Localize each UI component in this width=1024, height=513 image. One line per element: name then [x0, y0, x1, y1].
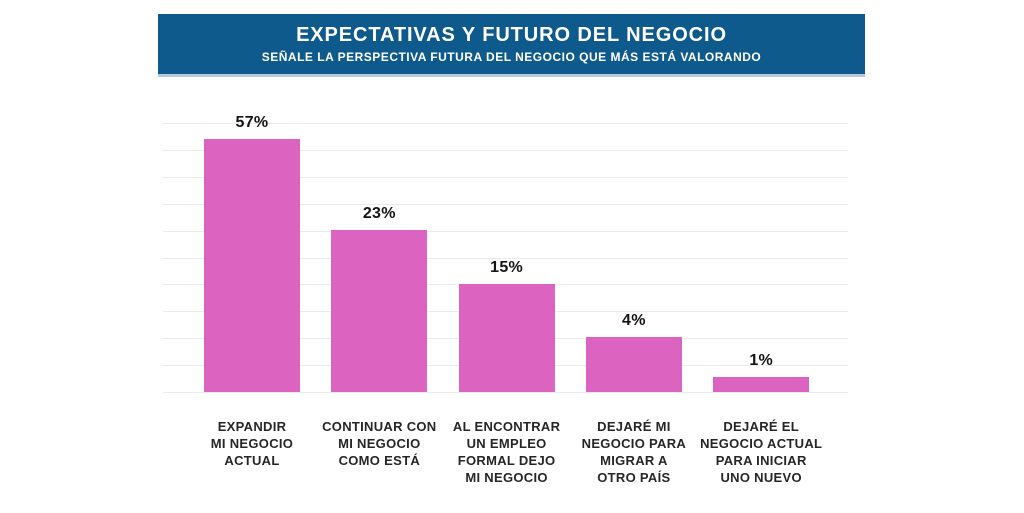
- bar-value-label-5: 1%: [749, 352, 774, 369]
- category-label-1: EXPANDIR MI NEGOCIO ACTUAL: [210, 419, 294, 468]
- category-label-4: DEJARÉ MI NEGOCIO PARA MIGRAR A OTRO PAÍ…: [581, 419, 687, 485]
- gridline: [163, 230, 848, 232]
- category-label-2: CONTINUAR CON MI NEGOCIO COMO ESTÁ: [322, 419, 437, 468]
- bar-4: [585, 337, 682, 392]
- bar-2: [331, 230, 428, 392]
- gridline: [163, 123, 848, 124]
- bar-value-label-3: 15%: [490, 259, 524, 276]
- bar-chart: 57% 23% 15% 4% 1%: [163, 100, 848, 393]
- bar-value-label-4: 4%: [622, 312, 646, 329]
- category-label-3: AL ENCONTRAR UN EMPLEO FORMAL DEJO MI NE…: [452, 419, 561, 485]
- gridline: [163, 176, 848, 178]
- bar-1: [204, 139, 300, 392]
- bar-value-label-1: 57%: [235, 114, 269, 131]
- gridline: [163, 203, 848, 205]
- gridline: [163, 257, 848, 259]
- bar-5: [713, 377, 810, 392]
- chart-subtitle: SEÑALE LA PERSPECTIVA FUTURA DEL NEGOCIO…: [261, 50, 762, 64]
- bar-value-label-2: 23%: [362, 205, 396, 222]
- gridline: [163, 149, 848, 151]
- gridline: [163, 392, 848, 393]
- category-label-5: DEJARÉ EL NEGOCIO ACTUAL PARA INICIAR UN…: [700, 419, 823, 485]
- bar-3: [458, 284, 555, 392]
- chart-header: EXPECTATIVAS Y FUTURO DEL NEGOCIO SEÑALE…: [158, 14, 865, 77]
- chart-title: EXPECTATIVAS Y FUTURO DEL NEGOCIO: [296, 24, 727, 46]
